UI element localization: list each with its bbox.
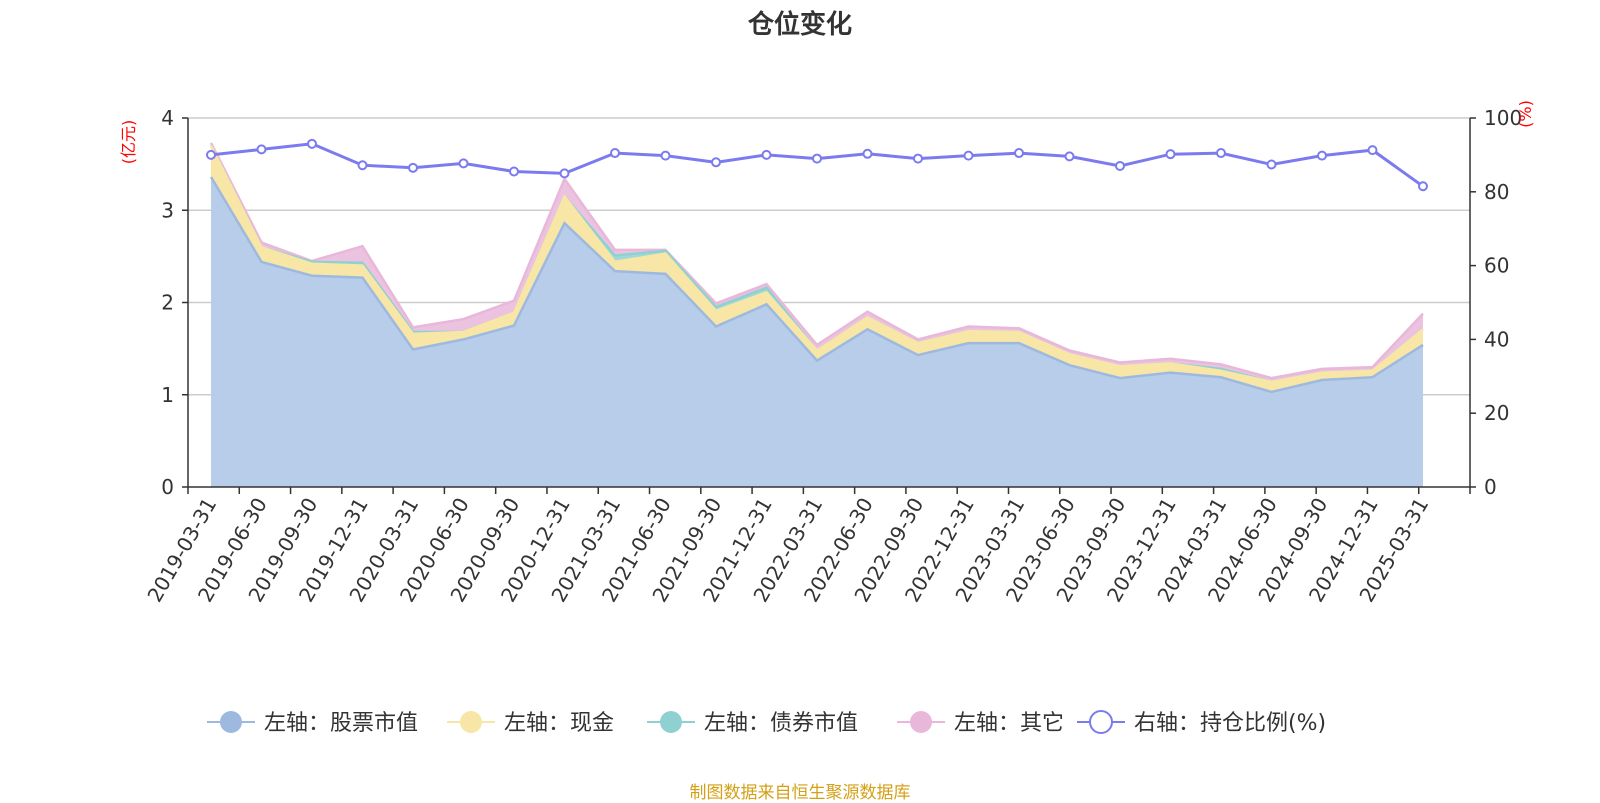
legend-marker-icon [220, 711, 242, 733]
holding-ratio-point [307, 138, 317, 149]
legend-item: 左轴：其它 [897, 711, 1064, 736]
legend-label: 左轴：现金 [504, 711, 614, 736]
legend-marker-icon [460, 711, 482, 733]
holding-ratio-line [210, 142, 1424, 188]
right-axis-tick-label: 100 [1484, 106, 1522, 130]
holding-ratio-point [610, 148, 620, 159]
holding-ratio-point [458, 158, 469, 169]
legend-item: 右轴：持仓比例(%) [1077, 710, 1326, 736]
legend-label: 左轴：债券市值 [704, 711, 858, 736]
chart-title: 仓位变化 [747, 10, 852, 40]
holding-ratio-point [660, 150, 671, 161]
holding-ratio-point [1064, 151, 1075, 162]
holding-ratio-point [963, 150, 974, 161]
holding-ratio-point [1216, 148, 1226, 159]
holding-ratio-point [812, 153, 822, 164]
holding-ratio-point [1014, 148, 1024, 159]
right-axis-tick-label: 60 [1484, 254, 1509, 278]
area-series-line-3 [209, 142, 1424, 380]
holding-ratio-point [256, 144, 267, 155]
legend-marker-icon [910, 711, 932, 733]
legend-label: 左轴：股票市值 [264, 711, 418, 736]
area-series-line-1 [209, 145, 1424, 384]
holding-ratio-point [1266, 159, 1277, 170]
right-axis-tick-label: 80 [1484, 180, 1509, 204]
position-change-chart: 01234020406080100(亿元)(%)2019-03-312019-0… [119, 100, 1535, 736]
holding-ratio-point [559, 168, 570, 179]
legend-label: 右轴：持仓比例(%) [1134, 711, 1326, 736]
legend-marker-icon [660, 711, 682, 733]
area-series-line-0 [209, 176, 1424, 394]
left-axis-tick-label: 1 [161, 383, 174, 407]
holding-ratio-point [206, 149, 216, 160]
holding-ratio-point [761, 149, 772, 160]
holding-ratio-point [509, 166, 519, 177]
area-series-0 [211, 177, 1423, 487]
holding-ratio-point [408, 162, 418, 173]
holding-ratio-point [1165, 149, 1176, 160]
holding-ratio-point [1317, 150, 1327, 161]
legend-item: 左轴：债券市值 [647, 711, 858, 736]
holding-ratio-point [862, 148, 873, 159]
holding-ratio-point [357, 160, 368, 171]
right-axis-tick-label: 20 [1484, 401, 1509, 425]
legend-item: 左轴：股票市值 [207, 711, 418, 736]
right-axis-tick-label: 0 [1484, 475, 1497, 499]
left-axis-tick-label: 0 [161, 475, 174, 499]
legend-marker-icon [1089, 710, 1113, 734]
left-axis-tick-label: 4 [161, 106, 174, 130]
holding-ratio-point [1418, 181, 1428, 192]
right-axis-unit: (%) [1516, 100, 1535, 128]
data-source-note: 制图数据来自恒生聚源数据库 [689, 783, 911, 803]
holding-ratio-point [913, 153, 923, 164]
left-axis-tick-label: 3 [161, 198, 174, 222]
legend-label: 左轴：其它 [954, 711, 1064, 736]
holding-ratio-point [711, 157, 721, 168]
left-axis-tick-label: 2 [161, 291, 174, 315]
legend-item: 左轴：现金 [447, 711, 614, 736]
left-axis-unit: (亿元) [119, 120, 138, 165]
holding-ratio-point [1115, 160, 1125, 171]
holding-ratio-point [1367, 145, 1378, 156]
right-axis-tick-label: 40 [1484, 327, 1509, 351]
